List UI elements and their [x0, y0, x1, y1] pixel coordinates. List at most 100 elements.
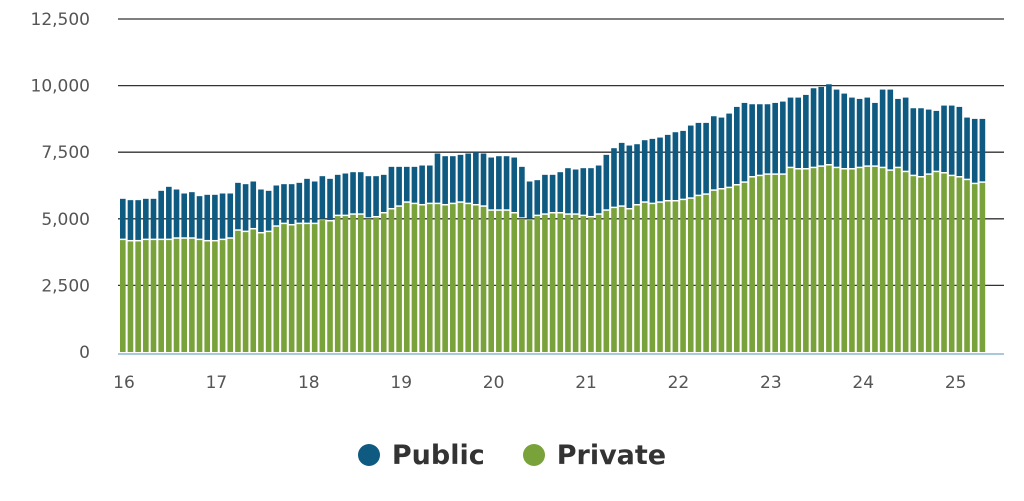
- bar-public: [979, 118, 986, 182]
- bar-public: [120, 198, 126, 239]
- bar-private: [826, 165, 832, 352]
- x-tick-label: 25: [945, 373, 967, 393]
- bar-public: [304, 178, 310, 223]
- bar-private: [971, 184, 978, 352]
- legend: Public Private: [0, 430, 1024, 480]
- bar-public: [189, 192, 195, 238]
- bar-public: [572, 169, 579, 214]
- bar-public: [427, 165, 433, 203]
- legend-label-public: Public: [391, 439, 485, 471]
- bar-public: [787, 97, 794, 167]
- bar-public: [588, 168, 594, 216]
- x-tick-labels: 16 17 18 19 20 21 22 23 24 25: [113, 373, 966, 393]
- bar-private: [818, 166, 825, 352]
- bar-public: [841, 93, 848, 169]
- bar-public: [557, 172, 564, 212]
- bar-private: [496, 210, 502, 352]
- bar-public: [948, 105, 955, 175]
- bar-private: [219, 240, 226, 352]
- bar-public: [127, 200, 134, 240]
- bar-private: [557, 213, 564, 352]
- bar-private: [480, 206, 487, 352]
- bar-public: [918, 108, 924, 176]
- bar-private: [948, 176, 955, 352]
- bar-private: [618, 206, 625, 352]
- bar-public: [442, 156, 448, 204]
- bar-public: [511, 157, 518, 212]
- bar-public: [380, 174, 387, 212]
- bar-private: [350, 214, 356, 352]
- bar-public: [350, 172, 356, 214]
- bar-private: [327, 221, 333, 352]
- bar-public: [595, 165, 602, 214]
- bar-public: [933, 110, 940, 171]
- bar-public: [403, 166, 410, 202]
- bar-private: [127, 241, 134, 352]
- bar-private: [304, 224, 310, 352]
- bar-public: [879, 89, 886, 167]
- x-tick-label: 16: [113, 373, 135, 393]
- x-tick-label: 21: [575, 373, 597, 393]
- bar-public: [411, 166, 418, 203]
- bar-public: [196, 196, 203, 239]
- bar-private: [856, 168, 863, 352]
- bar-private: [465, 204, 471, 352]
- bar-public: [710, 116, 717, 190]
- bar-private: [657, 202, 663, 352]
- bar-public: [396, 166, 402, 206]
- gridlines: [118, 18, 1004, 287]
- bar-private: [603, 210, 610, 352]
- bar-private: [864, 166, 871, 352]
- bar-private: [411, 204, 418, 352]
- bar-private: [718, 189, 725, 352]
- bar-private: [726, 188, 732, 352]
- bar-private: [772, 174, 778, 352]
- bar-public: [810, 88, 817, 167]
- bar-public: [319, 176, 326, 219]
- bar-public: [849, 97, 855, 169]
- bar-private: [565, 214, 571, 352]
- bar-private: [227, 238, 234, 352]
- bar-public: [519, 166, 525, 218]
- bar-public: [465, 153, 471, 203]
- bar-private: [427, 204, 433, 352]
- bar-private: [173, 238, 180, 352]
- bar-private: [273, 226, 280, 352]
- bar-public: [480, 153, 487, 206]
- bar-public: [818, 86, 825, 166]
- bar-private: [833, 168, 840, 352]
- bar-private: [641, 202, 648, 352]
- bar-private: [396, 206, 402, 352]
- bar-private: [695, 196, 702, 352]
- bar-public: [450, 156, 456, 203]
- bar-public: [204, 194, 211, 240]
- bar-public: [181, 193, 187, 238]
- bar-private: [872, 166, 878, 352]
- bar-public: [611, 148, 617, 207]
- bar-private: [887, 170, 894, 352]
- bar-public: [956, 106, 963, 177]
- bar-private: [488, 210, 494, 352]
- bar-private: [764, 174, 771, 352]
- bar-private: [434, 204, 441, 352]
- bar-private: [810, 168, 817, 352]
- bar-public: [680, 130, 686, 199]
- bar-private: [357, 214, 364, 352]
- bar-private: [941, 173, 947, 352]
- bar-private: [473, 205, 479, 352]
- bar-public: [833, 89, 840, 167]
- bar-public: [925, 109, 932, 174]
- bar-public: [534, 180, 541, 215]
- bar-private: [196, 240, 203, 352]
- bar-private: [150, 240, 157, 352]
- bar-private: [534, 216, 541, 352]
- bar-public: [135, 200, 141, 240]
- bar-private: [780, 174, 786, 352]
- bar-public: [342, 173, 349, 215]
- bar-private: [979, 182, 986, 352]
- x-tick-label: 22: [668, 373, 690, 393]
- bar-public: [687, 125, 694, 198]
- bar-private: [288, 225, 295, 352]
- legend-item-private: Private: [522, 440, 666, 471]
